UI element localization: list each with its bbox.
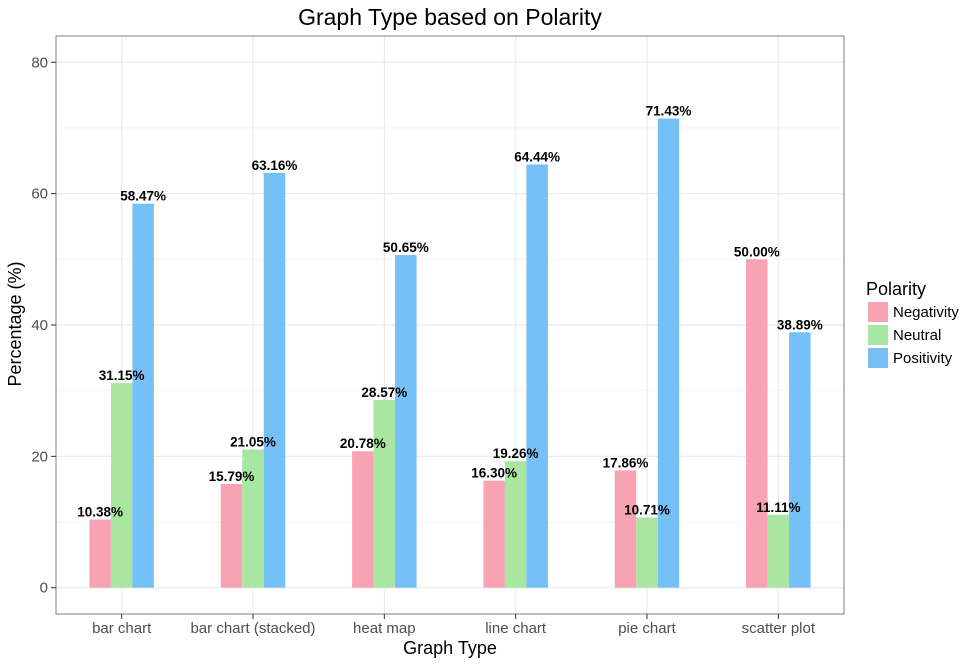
x-tick-label: pie chart <box>618 620 676 637</box>
data-label: 21.05% <box>230 434 276 449</box>
data-label: 31.15% <box>99 368 145 383</box>
bar-negativity <box>746 259 768 588</box>
data-label: 19.26% <box>493 446 539 461</box>
y-tick-label: 60 <box>31 186 48 203</box>
data-label: 50.00% <box>734 244 780 259</box>
data-label: 17.86% <box>603 455 649 470</box>
data-label: 64.44% <box>514 149 560 164</box>
bar-positivity <box>263 172 286 588</box>
data-label: 63.16% <box>252 158 298 173</box>
bar-neutral <box>242 449 264 588</box>
y-tick-label: 0 <box>40 580 48 597</box>
x-tick-label: scatter plot <box>742 620 816 637</box>
data-label: 10.38% <box>77 505 123 520</box>
bars <box>89 118 811 588</box>
legend-label: Negativity <box>893 304 959 321</box>
data-label: 28.57% <box>361 385 407 400</box>
legend: Polarity Negativity Neutral Positivity <box>866 279 959 368</box>
bar-neutral <box>373 400 396 588</box>
bar-negativity <box>220 484 243 588</box>
bar-negativity <box>483 480 505 588</box>
data-label: 15.79% <box>209 469 255 484</box>
data-label: 11.11% <box>756 500 800 515</box>
bar-positivity <box>526 164 548 588</box>
axes: 0 20 40 60 80 bar chart bar chart (stacked) hea… <box>31 54 816 637</box>
bar-neutral <box>767 514 790 588</box>
bar-negativity <box>352 451 374 588</box>
bar-neutral <box>110 383 133 588</box>
y-tick-label: 40 <box>31 317 48 334</box>
data-label: 50.65% <box>383 240 429 255</box>
data-label: 20.78% <box>340 436 386 451</box>
data-label: 58.47% <box>120 189 166 204</box>
x-tick-label: bar chart (stacked) <box>190 620 315 637</box>
y-axis-title: Percentage (%) <box>5 261 25 386</box>
data-labels: 10.38% 31.15% 58.47% 15.79% 21.05% 63.16% 20.7… <box>77 104 822 520</box>
legend-title: Polarity <box>866 279 926 299</box>
y-tick-label: 20 <box>31 448 48 465</box>
legend-label: Positivity <box>893 350 953 367</box>
bar-positivity <box>132 203 154 588</box>
x-tick-label: bar chart <box>92 620 152 637</box>
bar-positivity <box>789 332 811 588</box>
data-label: 16.30% <box>471 466 517 481</box>
x-tick-label: line chart <box>485 620 547 637</box>
data-label: 71.43% <box>646 104 692 119</box>
data-label: 38.89% <box>777 317 823 332</box>
bar-neutral <box>636 517 658 588</box>
chart-title: Graph Type based on Polarity <box>298 4 602 30</box>
data-label: 10.71% <box>624 502 670 517</box>
y-tick-label: 80 <box>31 54 48 71</box>
bar-positivity <box>395 255 417 588</box>
x-tick-label: heat map <box>353 620 416 637</box>
legend-key-positivity <box>868 348 888 368</box>
legend-key-neutral <box>868 325 888 345</box>
x-axis-title: Graph Type <box>403 638 497 658</box>
bar-neutral <box>504 461 527 588</box>
bar-negativity <box>614 470 637 588</box>
legend-key-negativity <box>868 302 888 322</box>
bar-positivity <box>657 118 680 588</box>
legend-label: Neutral <box>893 327 941 344</box>
bar-negativity <box>89 519 111 588</box>
